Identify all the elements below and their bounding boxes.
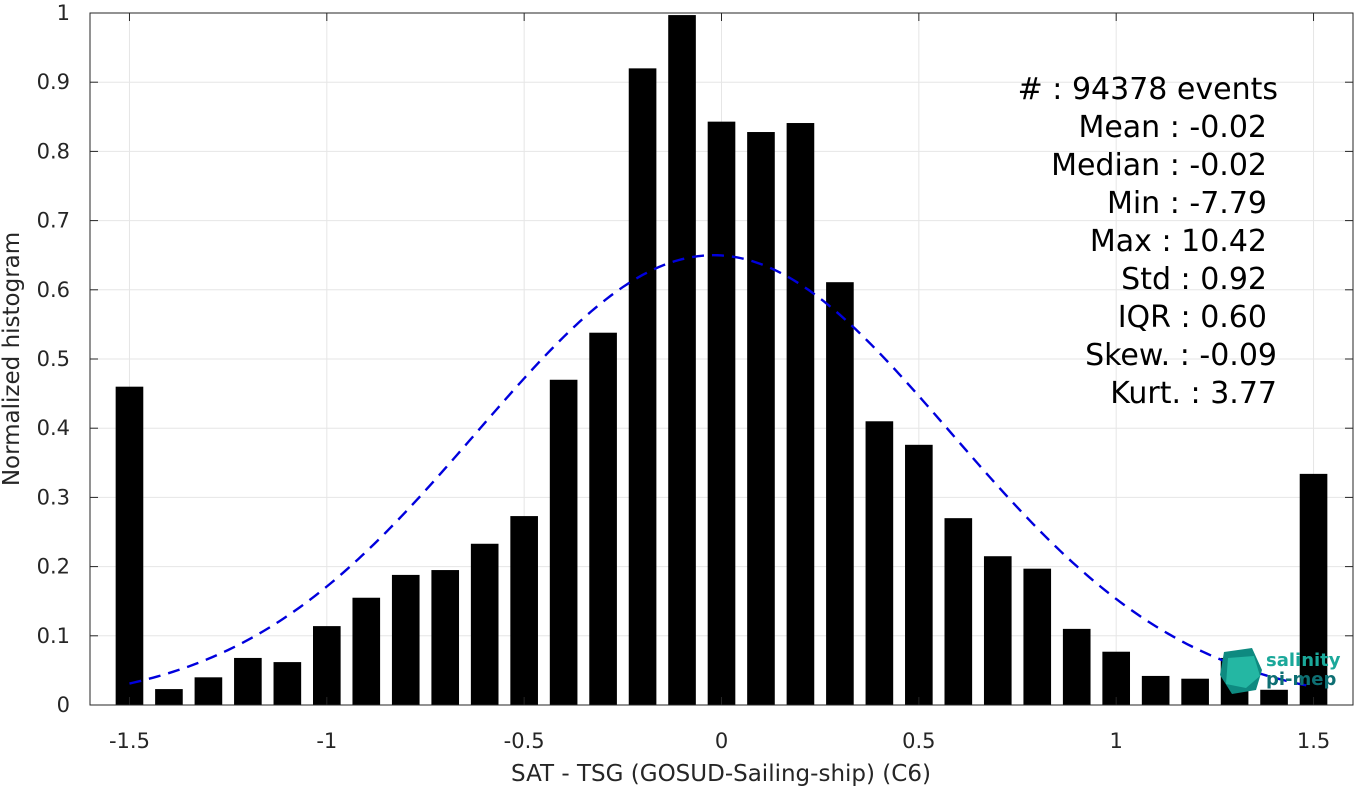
y-tick-label-6: 0.6 [37,278,70,302]
stat-line-6: IQR : 0.60 [1118,300,1267,335]
x-tick-label-6: 1.5 [1297,729,1330,753]
fit-curve-line [129,253,1314,689]
bar-11 [549,379,578,705]
x-tick-label-3: 0 [715,729,728,753]
y-tick-label-1: 0.1 [37,624,70,648]
stat-line-4: Max : 10.42 [1090,224,1267,259]
y-axis-label: Normalized histogram [0,232,25,486]
y-tick-label-10: 1 [57,1,70,25]
stat-line-0: # : 94378 events [1018,72,1278,107]
y-tick-label-8: 0.8 [37,139,70,163]
bar-16 [747,132,775,706]
y-tick-label-5: 0.5 [37,347,70,371]
logo-shape-front [1226,656,1260,688]
stat-line-8: Kurt. : 3.77 [1110,376,1277,411]
y-tick-label-9: 0.9 [37,70,70,94]
stat-line-7: Skew. : -0.09 [1085,338,1277,373]
y-tick-label-2: 0.2 [37,555,70,579]
logo-text-salinity: salinity [1266,650,1341,671]
bar-21 [944,518,973,705]
axes-frame [89,12,1354,706]
bar-20 [905,444,933,705]
bar-26 [1141,675,1170,705]
y-tick-label-7: 0.7 [37,209,70,233]
y-tick-label-3: 0.3 [37,485,70,509]
salinity-pimep-logo: salinity pi-mep [1220,648,1341,694]
bar-15 [707,121,736,706]
bar-1 [155,689,183,705]
x-axis-label: SAT - TSG (GOSUD-Sailing-ship) (C6) [511,761,931,787]
bar-27 [1181,678,1209,705]
stat-line-1: Mean : -0.02 [1078,110,1267,145]
bar-13 [628,68,657,706]
bar-22 [983,556,1012,705]
bar-0 [115,386,144,705]
bar-30 [1299,473,1328,705]
x-tick-label-0: -1.5 [109,729,150,753]
bar-17 [786,123,815,705]
y-tick-labels: 0 0.1 0.2 0.3 0.4 0.5 0.6 0.7 0.8 0.9 1 [37,1,70,717]
x-tick-label-4: 0.5 [902,729,935,753]
y-tick-label-0: 0 [57,693,70,717]
bar-6 [352,597,381,705]
stat-line-2: Median : -0.02 [1051,148,1267,183]
bar-19 [865,421,894,705]
bar-5 [312,626,341,705]
x-tick-label-1: -1 [316,729,337,753]
bar-14 [668,15,696,706]
bar-25 [1102,651,1131,705]
gaussian-fit [129,253,1314,689]
x-tick-label-5: 1 [1110,729,1123,753]
bar-29 [1260,689,1288,705]
histogram-bars [115,15,1328,706]
logo-text-pimep: pi-mep [1266,669,1336,690]
bar-3 [234,657,262,705]
bar-18 [826,282,854,705]
bar-12 [589,332,617,705]
bar-9 [470,543,499,705]
bar-10 [510,516,538,705]
bar-4 [273,662,302,705]
bar-2 [194,677,223,705]
bar-23 [1023,568,1052,705]
bar-24 [1062,628,1091,705]
bar-7 [391,574,420,705]
bar-8 [431,570,460,705]
x-tick-label-2: -0.5 [504,729,545,753]
y-tick-label-4: 0.4 [37,416,70,440]
stat-line-5: Std : 0.92 [1121,262,1267,297]
x-tick-labels: -1.5 -1 -0.5 0 0.5 1 1.5 [109,729,1330,753]
stat-line-3: Min : -7.79 [1107,186,1267,221]
